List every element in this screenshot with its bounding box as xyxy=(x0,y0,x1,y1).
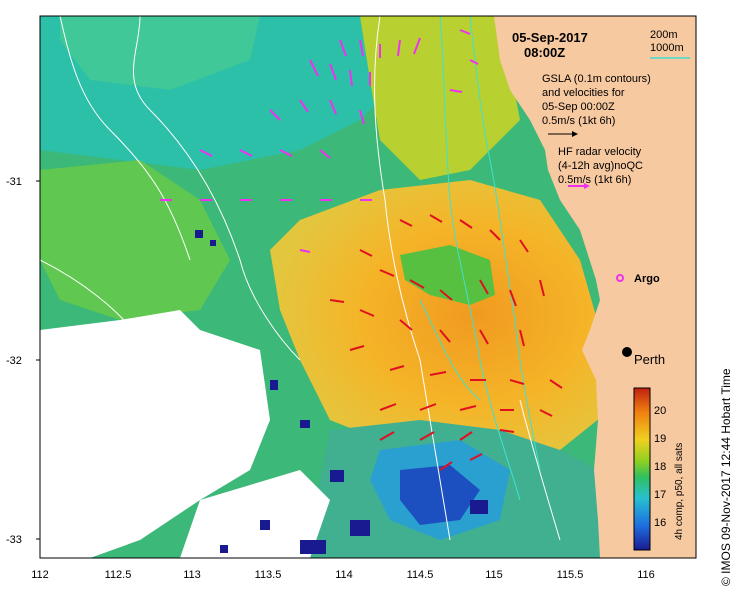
x-tick-label: 112.5 xyxy=(105,569,132,581)
legend-gsla-line3: 05-Sep 00:00Z xyxy=(542,101,615,113)
x-tick-label: 116 xyxy=(637,569,655,581)
colorbar-label: 4h comp, p50, all sats xyxy=(674,443,685,540)
perth-label: Perth xyxy=(634,352,665,367)
y-tick-label: -32 xyxy=(6,355,22,367)
y-axis: -31 -32 -33 xyxy=(6,176,40,546)
x-tick-label: 113.5 xyxy=(255,569,282,581)
x-tick-label: 115 xyxy=(485,569,503,581)
cloud-edge-pixels xyxy=(195,230,488,554)
legend-gsla-scale: 0.5m/s (1kt 6h) xyxy=(542,115,615,127)
perth-marker-icon xyxy=(622,347,632,357)
colorbar-tick: 16 xyxy=(654,517,666,529)
y-tick-label: -33 xyxy=(6,534,22,546)
legend-gsla-line1: GSLA (0.1m contours) xyxy=(542,73,651,85)
sea-yellowgreen-north xyxy=(360,16,520,180)
legend-contour-200m: 200m xyxy=(650,29,678,41)
legend-hf-line2: (4-12h avg)noQC xyxy=(558,160,643,172)
sea-green-west xyxy=(40,160,230,320)
x-tick-label: 112 xyxy=(31,569,49,581)
legend-gsla-line2: and velocities for xyxy=(542,87,625,99)
x-tick-label: 114 xyxy=(335,569,353,581)
y-tick-label: -31 xyxy=(6,176,22,188)
colorbar-tick: 18 xyxy=(654,461,666,473)
map-time: 08:00Z xyxy=(524,45,565,60)
plot-frame xyxy=(39,15,697,559)
argo-label: Argo xyxy=(634,273,660,285)
colorbar-tick: 19 xyxy=(654,433,666,445)
legend-hf-line1: HF radar velocity xyxy=(558,146,642,158)
sea-teal-patch xyxy=(60,16,260,90)
x-tick-label: 114.5 xyxy=(407,569,434,581)
map-date: 05-Sep-2017 xyxy=(512,30,588,45)
cloud-gap-west xyxy=(40,310,270,558)
legend-gsla-arrowhead xyxy=(572,131,578,137)
colorbar-ticks: 20 19 18 17 16 xyxy=(654,405,666,529)
x-tick-label: 115.5 xyxy=(557,569,584,581)
contour-200m-lines xyxy=(40,16,561,541)
colorbar-tick: 17 xyxy=(654,489,666,501)
gsla-velocity-arrows xyxy=(160,29,479,253)
imos-credit: © IMOS 09-Nov-2017 12:44 Hobart Time xyxy=(719,368,733,586)
argo-marker-icon xyxy=(616,274,624,282)
sea-eddy-core xyxy=(400,245,495,305)
plot-area xyxy=(40,16,696,558)
x-axis: 112 112.5 113 113.5 114 114.5 115 115.5 … xyxy=(31,569,655,581)
hf-radar-velocity-arrows xyxy=(329,214,563,471)
legend-hf-arrowhead xyxy=(584,183,590,189)
x-tick-label: 113 xyxy=(183,569,201,581)
colorbar xyxy=(633,387,651,551)
legend-contour-1000m: 1000m xyxy=(650,42,684,54)
colorbar-tick: 20 xyxy=(654,405,666,417)
legend-hf-scale: 0.5m/s (1kt 6h) xyxy=(558,174,631,186)
cloud-gap-south xyxy=(180,470,330,558)
sea-deepblue-south xyxy=(400,465,480,525)
contour-1000m-lines xyxy=(419,16,541,501)
